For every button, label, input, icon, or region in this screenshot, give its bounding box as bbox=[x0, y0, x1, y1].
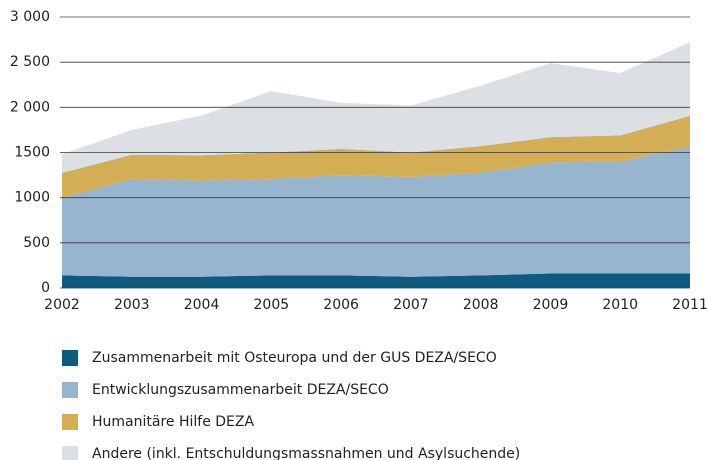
x-tick-label: 2011 bbox=[672, 297, 707, 313]
area bbox=[62, 115, 690, 198]
x-tick-label: 2003 bbox=[114, 297, 150, 313]
legend-swatch bbox=[62, 382, 78, 398]
y-tick-label: 0 bbox=[41, 280, 50, 296]
y-tick-label: 500 bbox=[23, 235, 50, 251]
x-tick-label: 2008 bbox=[463, 297, 499, 313]
y-tick-label: 2 500 bbox=[10, 54, 50, 70]
legend-swatch bbox=[62, 446, 78, 460]
x-tick-label: 2006 bbox=[323, 297, 359, 313]
y-tick-label: 1000 bbox=[14, 190, 50, 206]
legend-swatch bbox=[62, 350, 78, 366]
legend-label: Entwicklungszusammenarbeit DEZA/SECO bbox=[92, 382, 389, 398]
y-tick-label: 3 000 bbox=[10, 9, 50, 25]
x-tick-label: 2009 bbox=[533, 297, 569, 313]
area bbox=[62, 273, 690, 288]
area bbox=[62, 146, 690, 277]
legend-swatch bbox=[62, 414, 78, 430]
legend-label: Zusammenarbeit mit Osteuropa und der GUS… bbox=[92, 350, 497, 366]
x-tick-label: 2007 bbox=[393, 297, 429, 313]
y-tick-label: 1500 bbox=[14, 145, 50, 161]
x-tick-label: 2002 bbox=[44, 297, 80, 313]
x-tick-label: 2004 bbox=[184, 297, 220, 313]
y-tick-label: 2 000 bbox=[10, 99, 50, 115]
x-tick-label: 2010 bbox=[602, 297, 638, 313]
legend-label: Andere (inkl. Entschuldungsmassnahmen un… bbox=[92, 446, 520, 460]
x-tick-label: 2005 bbox=[254, 297, 290, 313]
legend-label: Humanitäre Hilfe DEZA bbox=[92, 414, 254, 430]
